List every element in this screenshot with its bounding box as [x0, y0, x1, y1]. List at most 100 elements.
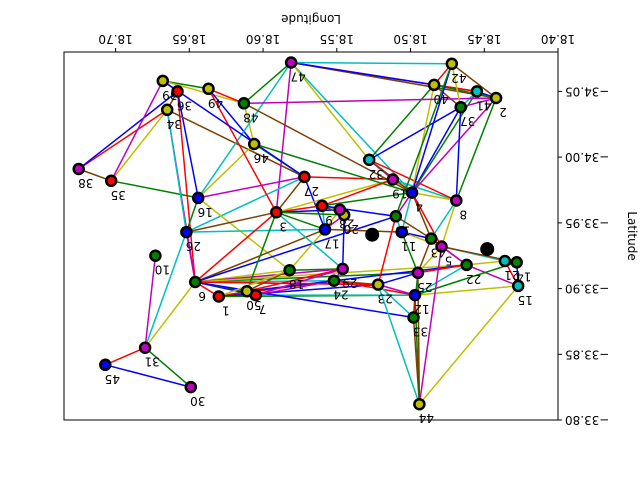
node-9	[315, 199, 329, 213]
edge-50-3	[246, 212, 278, 292]
edge-4-40	[411, 84, 435, 193]
y-tick-label-3: −33.90	[565, 282, 609, 296]
node-label-47: 47	[290, 70, 305, 84]
edge-42-4	[411, 63, 453, 193]
edge-42-47	[291, 61, 452, 65]
node-label-46: 46	[254, 151, 269, 165]
edge-35-34	[110, 109, 168, 182]
node-label-13: 13	[395, 223, 410, 237]
node-label-17: 17	[324, 236, 339, 250]
edge-30-31	[144, 347, 192, 388]
node-labels: 1234567891011121314151617181920212223242…	[78, 70, 533, 426]
edge-18-29	[289, 268, 343, 271]
edge-39-49	[162, 80, 209, 90]
node-33	[407, 311, 420, 324]
edge-31-26	[144, 231, 188, 348]
node-46	[247, 137, 261, 151]
edge-49-3	[207, 88, 277, 213]
node-label-43: 43	[431, 246, 446, 260]
node-label-9: 9	[325, 213, 333, 227]
x-axis-ticks: 18.40 18.45 18.50 18.55 18.60 18.65 18.70	[98, 32, 575, 52]
edge-48-2	[243, 97, 497, 105]
edge-16-18	[197, 197, 291, 271]
edge-48-47	[243, 61, 292, 104]
node-label-16: 16	[198, 205, 213, 219]
node-label-14: 14	[516, 269, 531, 283]
node-27	[298, 170, 311, 184]
x-tick-label-2: 18.50	[393, 32, 427, 46]
edge-3-19	[276, 178, 394, 214]
edge-32-8	[368, 159, 457, 202]
node-35	[104, 174, 118, 188]
edge-50-18	[246, 269, 290, 292]
node-43	[424, 232, 438, 245]
edge-36-6	[176, 91, 196, 283]
y-tick-label-4: −33.85	[565, 347, 609, 361]
x-tick-label-4: 18.60	[246, 32, 280, 46]
x-tick-label-5: 18.65	[172, 32, 206, 46]
node-50	[240, 284, 254, 298]
node-22	[460, 258, 473, 272]
edge-27-16	[198, 176, 305, 199]
node-3	[270, 206, 283, 219]
depot-2	[365, 227, 380, 242]
edge-42-2	[451, 63, 497, 99]
node-label-7: 7	[259, 302, 267, 316]
y-tick-label-5: −33.80	[565, 413, 609, 427]
node-14	[510, 256, 523, 269]
node-39	[156, 74, 170, 88]
node-12	[408, 288, 422, 302]
node-label-49: 49	[208, 96, 223, 110]
node-36	[171, 85, 184, 98]
edge-25-23	[377, 272, 419, 286]
edge-23-33	[377, 284, 415, 319]
node-18	[283, 263, 296, 277]
node-label-20: 20	[344, 222, 359, 236]
x-tick-label-6: 18.70	[98, 32, 132, 46]
node-label-35: 35	[111, 188, 126, 202]
x-tick-label-1: 18.45	[467, 32, 501, 46]
node-25	[411, 266, 425, 280]
edge-29-3	[275, 211, 344, 270]
edge-27-26	[186, 176, 305, 233]
edge-42-13	[395, 63, 453, 217]
edge-33-6	[195, 281, 414, 319]
node-19	[386, 173, 400, 186]
edge-16-47	[197, 62, 292, 199]
node-label-39: 39	[162, 88, 177, 102]
node-label-48: 48	[243, 110, 258, 124]
node-2	[489, 91, 503, 105]
node-label-29: 29	[342, 276, 357, 290]
node-label-2: 2	[499, 105, 507, 119]
y-tick-label-2: −33.95	[565, 216, 609, 230]
node-38	[72, 162, 85, 176]
edge-6-3	[194, 211, 277, 283]
node-47	[284, 56, 298, 69]
node-label-26: 26	[186, 239, 201, 253]
edge-24-22	[333, 264, 467, 282]
node-label-38: 38	[78, 176, 93, 190]
edge-15-12	[414, 285, 519, 296]
x-tick-label-3: 18.55	[320, 32, 354, 46]
node-label-25: 25	[417, 280, 432, 294]
edge-46-4	[253, 143, 413, 194]
edge-47-32	[290, 62, 370, 161]
edge-27-19	[304, 176, 393, 181]
node-label-24: 24	[333, 288, 348, 302]
edge-4-11	[400, 192, 413, 233]
edge-13-23	[377, 216, 397, 285]
edge-47-40	[290, 61, 435, 86]
node-label-32: 32	[369, 167, 384, 181]
node-label-1: 1	[222, 304, 230, 318]
node-13	[389, 210, 403, 223]
edge-36-16	[176, 91, 199, 199]
edge-6-13	[194, 215, 397, 283]
edge-32-40	[368, 84, 435, 161]
node-4	[405, 186, 419, 199]
depot-markers	[365, 227, 495, 257]
node-label-50: 50	[246, 298, 261, 312]
edge-50-24	[246, 279, 334, 292]
edge-44-15	[418, 285, 519, 405]
node-label-44: 44	[419, 411, 434, 425]
node-37	[454, 100, 467, 114]
